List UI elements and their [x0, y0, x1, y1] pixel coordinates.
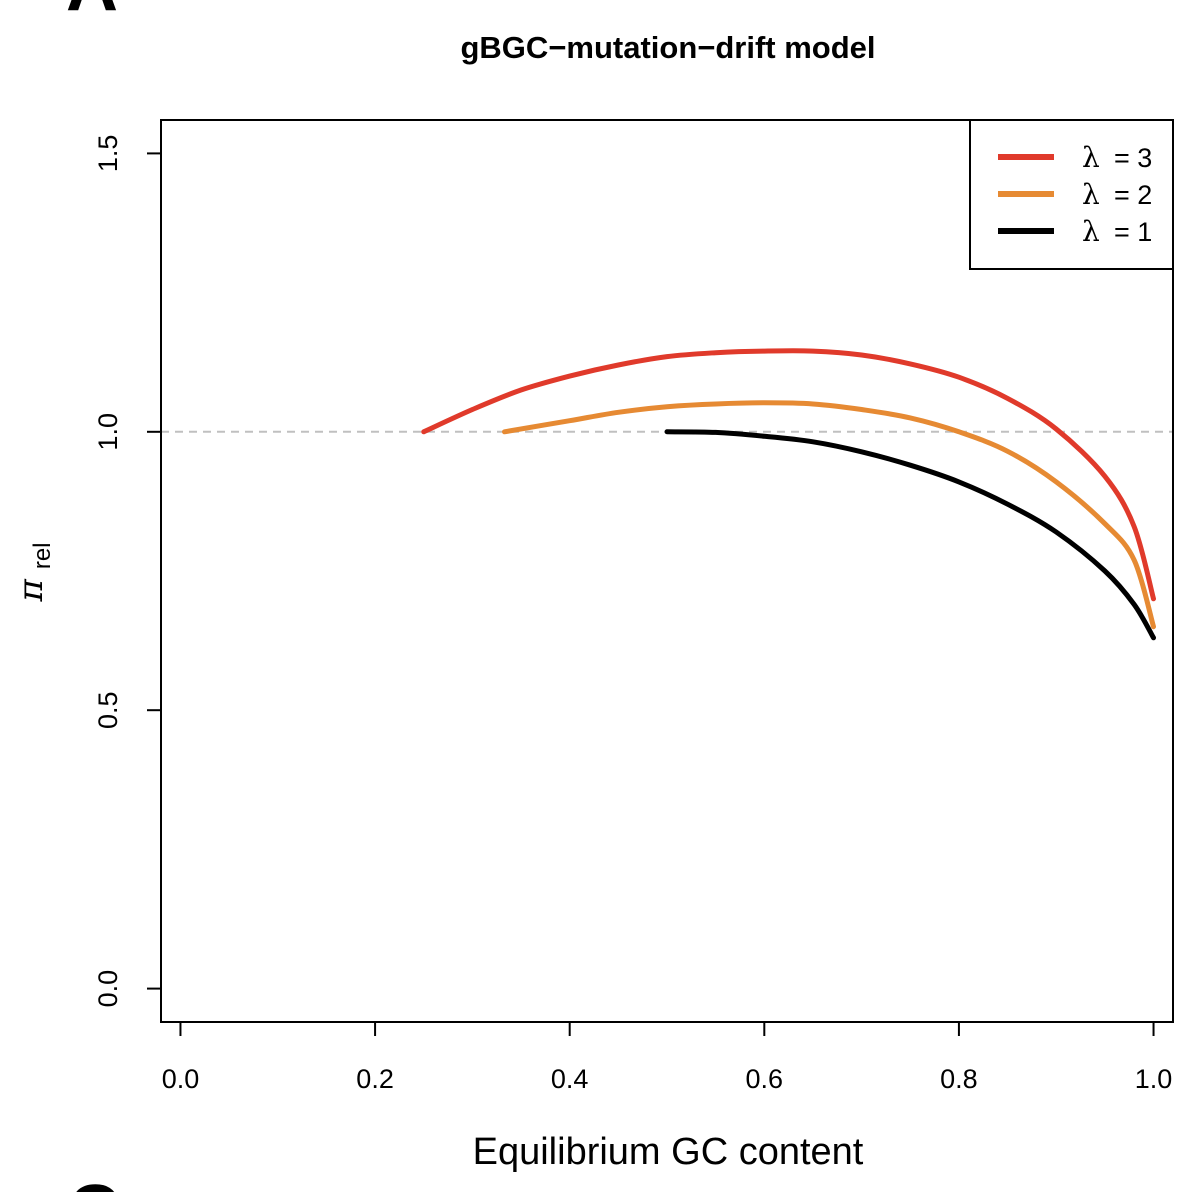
x-tick-label: 1.0: [1135, 1064, 1173, 1094]
legend-symbol: λ: [1082, 215, 1100, 248]
legend: λ = 3 λ = 2 λ = 1: [969, 119, 1174, 270]
x-tick-label: 0.4: [551, 1064, 589, 1094]
y-tick-label: 0.0: [93, 970, 123, 1008]
plot-frame: [160, 119, 1174, 1023]
series-line-lambda-3: [421, 348, 1156, 602]
legend-label: = 2: [1114, 180, 1152, 210]
x-axis: 0.0 0.2 0.4 0.6 0.8 1.0: [162, 1021, 1173, 1094]
series-layer: [421, 348, 1156, 641]
y-axis: 0.0 0.5 1.0 1.5: [93, 135, 162, 1008]
x-tick-label: 0.6: [746, 1064, 784, 1094]
x-axis-label: Equilibrium GC content: [473, 1131, 864, 1173]
legend-symbol: λ: [1082, 178, 1100, 211]
panel-letter-top: A: [66, 0, 118, 26]
y-tick-label: 1.0: [93, 413, 123, 451]
y-axis-label-symbol: π: [11, 579, 51, 603]
y-tick-label: 1.5: [93, 135, 123, 173]
series-line-lambda-2: [502, 400, 1156, 630]
panel-letter-bottom: C: [68, 1171, 120, 1192]
legend-label: = 1: [1114, 217, 1152, 247]
series-line-lambda-1: [664, 429, 1156, 641]
legend-symbol: λ: [1082, 141, 1100, 174]
x-tick-label: 0.2: [356, 1064, 394, 1094]
y-tick-label: 0.5: [93, 691, 123, 729]
chart-title: gBGC−mutation−drift model: [460, 30, 875, 65]
legend-label: = 3: [1114, 143, 1152, 173]
legend-entry: λ = 3: [998, 141, 1152, 174]
legend-entry: λ = 1: [998, 215, 1152, 248]
svg-text:πrel: π rel: [11, 542, 56, 602]
legend-entry: λ = 2: [998, 178, 1152, 211]
x-tick-label: 0.8: [940, 1064, 978, 1094]
y-axis-label: π rel: [11, 542, 56, 602]
x-tick-label: 0.0: [162, 1064, 200, 1094]
y-axis-label-subscript: rel: [29, 542, 56, 569]
